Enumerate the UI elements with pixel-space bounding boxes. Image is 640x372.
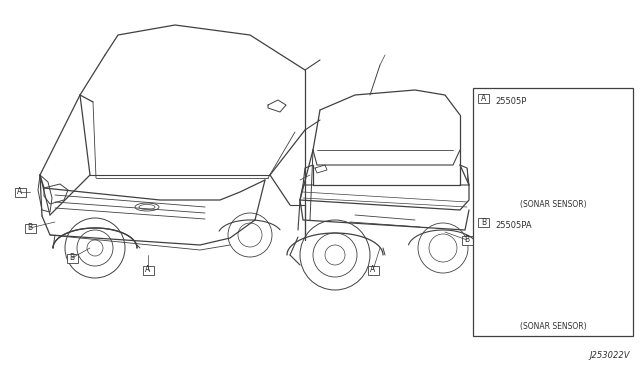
Text: (SONAR SENSOR): (SONAR SENSOR) [520,321,586,330]
Text: B: B [481,218,486,227]
Text: A: A [17,187,22,196]
Bar [367,266,378,275]
Bar [478,218,489,227]
Text: 25505P: 25505P [495,97,526,106]
Bar [15,187,26,196]
Bar [473,88,633,336]
Text: A: A [371,266,376,275]
Text: A: A [481,94,486,103]
Text: (SONAR SENSOR): (SONAR SENSOR) [520,199,586,208]
Bar [143,266,154,275]
Text: A: A [492,205,498,215]
Text: 25505PA: 25505PA [495,221,532,231]
Text: B: B [28,224,33,232]
Bar [461,235,472,244]
Bar [478,94,489,103]
Bar [67,253,77,263]
Bar [24,224,35,232]
Text: B: B [465,235,470,244]
Text: J253022V: J253022V [589,351,630,360]
Bar [490,205,500,215]
Text: B: B [69,253,75,263]
Text: A: A [145,266,150,275]
